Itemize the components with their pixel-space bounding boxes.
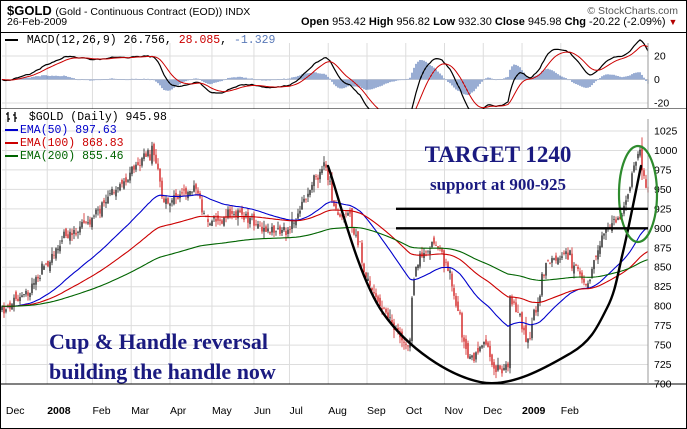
svg-text:May: May [212, 405, 233, 417]
svg-text:Aug: Aug [328, 405, 347, 417]
svg-text:725: 725 [654, 359, 672, 371]
svg-text:850: 850 [654, 262, 672, 274]
svg-text:-20: -20 [654, 98, 669, 110]
svg-text:Jul: Jul [289, 405, 302, 417]
svg-text:Cup & Handle reversal: Cup & Handle reversal [49, 329, 268, 354]
svg-text:750: 750 [654, 340, 672, 352]
svg-text:20: 20 [654, 51, 666, 63]
svg-text:2008: 2008 [47, 405, 71, 417]
svg-text:Oct: Oct [406, 405, 422, 417]
svg-text:800: 800 [654, 301, 672, 313]
svg-text:1000: 1000 [654, 145, 678, 157]
svg-text:TARGET 1240: TARGET 1240 [425, 142, 572, 167]
svg-text:2009: 2009 [522, 405, 546, 417]
svg-text:975: 975 [654, 164, 672, 176]
svg-text:775: 775 [654, 320, 672, 332]
svg-text:Feb: Feb [92, 405, 110, 417]
svg-text:Nov: Nov [445, 405, 464, 417]
svg-text:support at 900-925: support at 900-925 [430, 175, 566, 194]
svg-text:Mar: Mar [131, 405, 150, 417]
svg-text:900: 900 [654, 223, 672, 235]
svg-text:Dec: Dec [6, 405, 25, 417]
svg-text:Apr: Apr [170, 405, 187, 417]
svg-text:0: 0 [654, 74, 660, 86]
svg-text:875: 875 [654, 242, 672, 254]
svg-text:Jun: Jun [254, 405, 271, 417]
svg-text:Sep: Sep [367, 405, 386, 417]
svg-text:1025: 1025 [654, 126, 678, 138]
svg-text:825: 825 [654, 281, 672, 293]
svg-text:Feb: Feb [561, 405, 579, 417]
svg-text:Dec: Dec [483, 405, 502, 417]
svg-text:building the handle now: building the handle now [49, 359, 276, 384]
